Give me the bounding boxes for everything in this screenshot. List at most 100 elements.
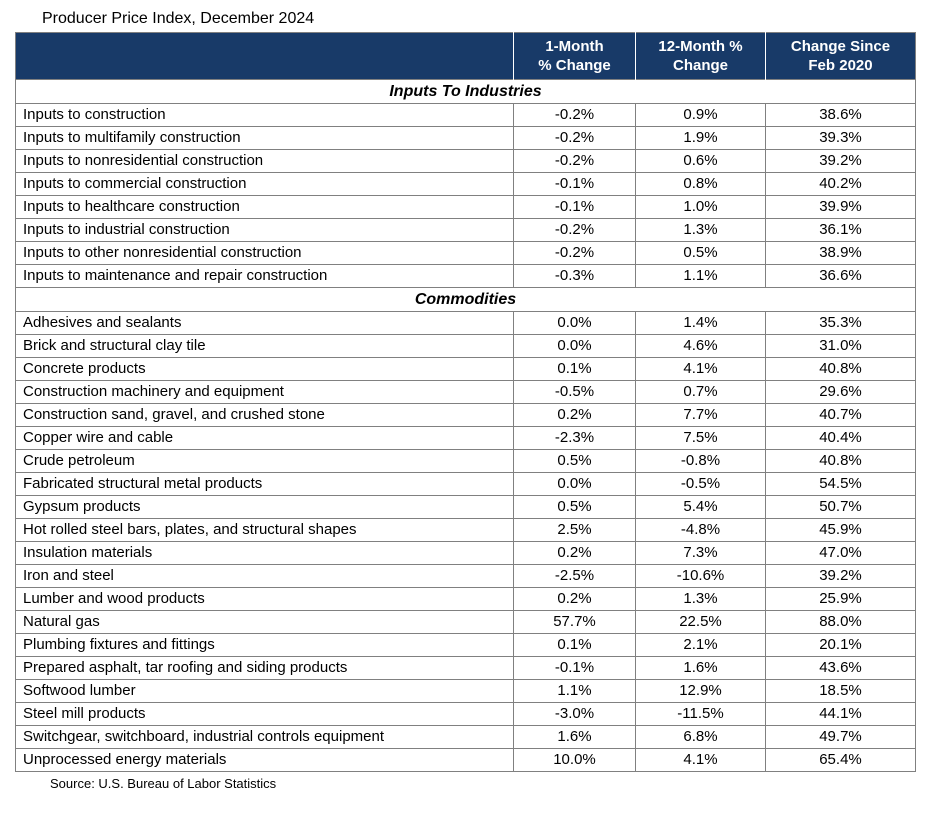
row-label: Inputs to healthcare construction bbox=[15, 195, 514, 219]
table-row: Softwood lumber 1.1% 12.9% 18.5% bbox=[15, 679, 916, 703]
value-12month: 1.4% bbox=[635, 311, 766, 335]
value-12month: 6.8% bbox=[635, 725, 766, 749]
value-since-feb2020: 43.6% bbox=[765, 656, 916, 680]
value-12month: 1.0% bbox=[635, 195, 766, 219]
value-since-feb2020: 40.7% bbox=[765, 403, 916, 427]
value-since-feb2020: 35.3% bbox=[765, 311, 916, 335]
value-12month: 0.7% bbox=[635, 380, 766, 404]
value-12month: 0.5% bbox=[635, 241, 766, 265]
value-since-feb2020: 50.7% bbox=[765, 495, 916, 519]
value-12month: 4.1% bbox=[635, 357, 766, 381]
section-header-row: Inputs To Industries bbox=[15, 79, 916, 104]
value-1month: 0.0% bbox=[513, 311, 636, 335]
value-12month: -4.8% bbox=[635, 518, 766, 542]
table-row: Lumber and wood products 0.2% 1.3% 25.9% bbox=[15, 587, 916, 611]
value-since-feb2020: 45.9% bbox=[765, 518, 916, 542]
value-since-feb2020: 40.4% bbox=[765, 426, 916, 450]
section-header-row: Commodities bbox=[15, 287, 916, 312]
row-label: Crude petroleum bbox=[15, 449, 514, 473]
value-12month: 0.9% bbox=[635, 103, 766, 127]
table-row: Fabricated structural metal products 0.0%… bbox=[15, 472, 916, 496]
value-1month: -0.2% bbox=[513, 218, 636, 242]
table-row: Plumbing fixtures and fittings 0.1% 2.1% 20… bbox=[15, 633, 916, 657]
row-label: Lumber and wood products bbox=[15, 587, 514, 611]
value-since-feb2020: 39.2% bbox=[765, 149, 916, 173]
value-since-feb2020: 39.3% bbox=[765, 126, 916, 150]
value-1month: 0.2% bbox=[513, 541, 636, 565]
row-label: Inputs to construction bbox=[15, 103, 514, 127]
column-header-1month-line1: 1-Month bbox=[545, 38, 604, 55]
value-1month: -3.0% bbox=[513, 702, 636, 726]
table-row: Inputs to other nonresidential construct… bbox=[15, 241, 916, 265]
table-row: Inputs to multifamily construction -0.2% 1… bbox=[15, 126, 916, 150]
value-since-feb2020: 36.1% bbox=[765, 218, 916, 242]
row-label: Unprocessed energy materials bbox=[15, 748, 514, 772]
value-since-feb2020: 25.9% bbox=[765, 587, 916, 611]
value-1month: 2.5% bbox=[513, 518, 636, 542]
value-since-feb2020: 40.8% bbox=[765, 357, 916, 381]
table-header: 1-Month % Change 12-Month % Change Chang… bbox=[15, 32, 916, 80]
value-since-feb2020: 54.5% bbox=[765, 472, 916, 496]
column-header-1month: 1-Month % Change bbox=[513, 32, 636, 80]
value-12month: 1.1% bbox=[635, 264, 766, 288]
value-1month: 1.1% bbox=[513, 679, 636, 703]
row-label: Inputs to multifamily construction bbox=[15, 126, 514, 150]
value-since-feb2020: 18.5% bbox=[765, 679, 916, 703]
value-12month: 2.1% bbox=[635, 633, 766, 657]
value-1month: -2.5% bbox=[513, 564, 636, 588]
row-label: Switchgear, switchboard, industrial cont… bbox=[15, 725, 514, 749]
value-1month: 0.2% bbox=[513, 403, 636, 427]
value-1month: -0.5% bbox=[513, 380, 636, 404]
row-label: Inputs to commercial construction bbox=[15, 172, 514, 196]
value-12month: -0.5% bbox=[635, 472, 766, 496]
table-row: Iron and steel -2.5% -10.6% 39.2% bbox=[15, 564, 916, 588]
value-1month: -0.3% bbox=[513, 264, 636, 288]
row-label: Concrete products bbox=[15, 357, 514, 381]
value-12month: 7.5% bbox=[635, 426, 766, 450]
value-1month: 0.2% bbox=[513, 587, 636, 611]
table-row: Prepared asphalt, tar roofing and siding… bbox=[15, 656, 916, 680]
column-header-12month: 12-Month % Change bbox=[635, 32, 766, 80]
value-12month: -0.8% bbox=[635, 449, 766, 473]
source-note: Source: U.S. Bureau of Labor Statistics bbox=[50, 776, 277, 791]
row-label: Copper wire and cable bbox=[15, 426, 514, 450]
row-label: Iron and steel bbox=[15, 564, 514, 588]
row-label: Construction sand, gravel, and crushed s… bbox=[15, 403, 514, 427]
value-12month: 0.6% bbox=[635, 149, 766, 173]
column-header-12month-line2: Change bbox=[672, 57, 728, 74]
value-since-feb2020: 20.1% bbox=[765, 633, 916, 657]
row-label: Prepared asphalt, tar roofing and siding… bbox=[15, 656, 514, 680]
value-since-feb2020: 88.0% bbox=[765, 610, 916, 634]
value-since-feb2020: 29.6% bbox=[765, 380, 916, 404]
value-since-feb2020: 36.6% bbox=[765, 264, 916, 288]
table-body: Inputs To Industries Inputs to constructi… bbox=[15, 79, 916, 772]
value-1month: -0.1% bbox=[513, 656, 636, 680]
value-since-feb2020: 40.2% bbox=[765, 172, 916, 196]
row-label: Inputs to industrial construction bbox=[15, 218, 514, 242]
value-1month: 0.1% bbox=[513, 633, 636, 657]
value-12month: -10.6% bbox=[635, 564, 766, 588]
table-row: Unprocessed energy materials 10.0% 4.1% 65.… bbox=[15, 748, 916, 772]
value-1month: 57.7% bbox=[513, 610, 636, 634]
value-since-feb2020: 38.9% bbox=[765, 241, 916, 265]
row-label: Softwood lumber bbox=[15, 679, 514, 703]
table-row: Construction sand, gravel, and crushed s… bbox=[15, 403, 916, 427]
value-12month: -11.5% bbox=[635, 702, 766, 726]
value-1month: -0.1% bbox=[513, 195, 636, 219]
value-12month: 5.4% bbox=[635, 495, 766, 519]
table-row: Crude petroleum 0.5% -0.8% 40.8% bbox=[15, 449, 916, 473]
value-1month: -2.3% bbox=[513, 426, 636, 450]
value-12month: 7.3% bbox=[635, 541, 766, 565]
table-row: Inputs to commercial construction -0.1% 0.… bbox=[15, 172, 916, 196]
value-12month: 1.6% bbox=[635, 656, 766, 680]
value-1month: -0.2% bbox=[513, 149, 636, 173]
table-row: Natural gas 57.7% 22.5% 88.0% bbox=[15, 610, 916, 634]
value-since-feb2020: 65.4% bbox=[765, 748, 916, 772]
row-label: Construction machinery and equipment bbox=[15, 380, 514, 404]
table-row: Steel mill products -3.0% -11.5% 44.1% bbox=[15, 702, 916, 726]
table-row: Hot rolled steel bars, plates, and struc… bbox=[15, 518, 916, 542]
value-1month: -0.2% bbox=[513, 126, 636, 150]
row-label: Plumbing fixtures and fittings bbox=[15, 633, 514, 657]
table-row: Construction machinery and equipment -0.5… bbox=[15, 380, 916, 404]
value-since-feb2020: 31.0% bbox=[765, 334, 916, 358]
